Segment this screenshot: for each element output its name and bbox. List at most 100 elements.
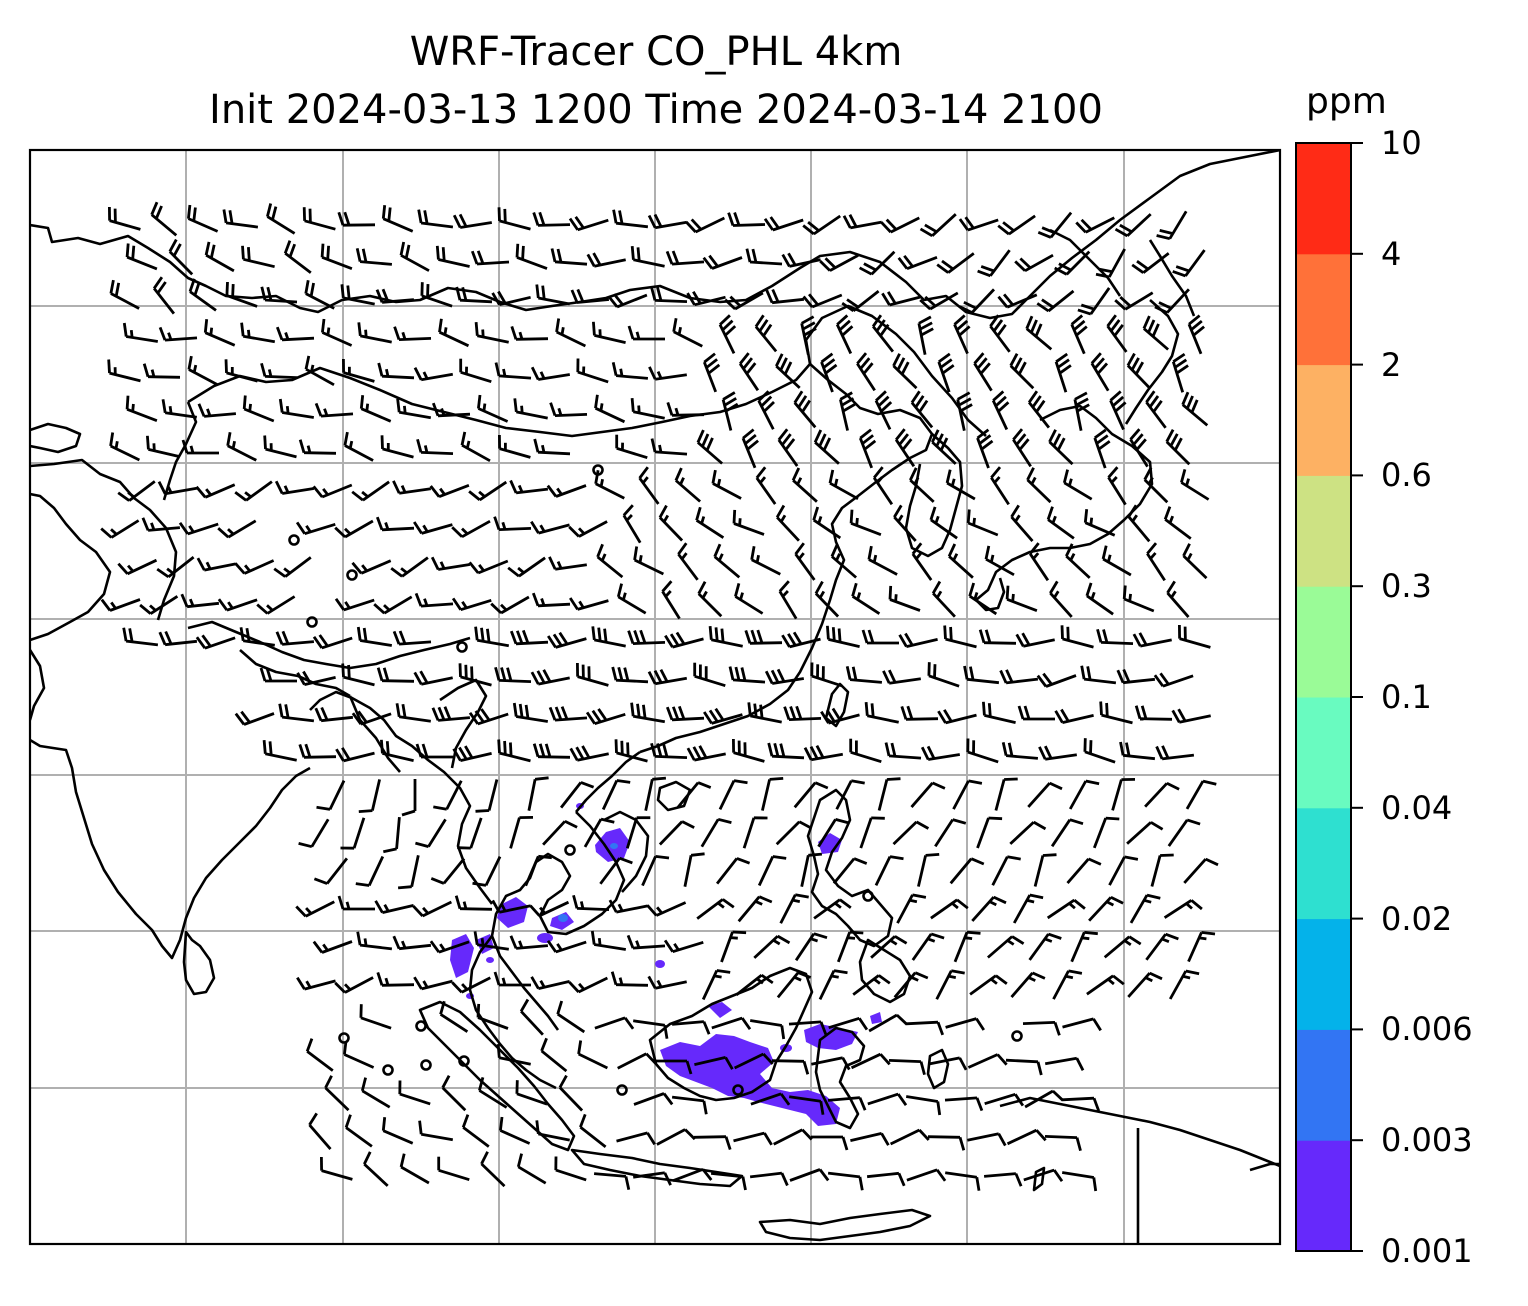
wind-barb [1145,390,1167,429]
wind-barb [695,506,725,539]
wind-barb [776,971,812,999]
colorbar-segment [1296,697,1351,809]
wind-barb [1126,352,1152,390]
wind-barb [278,703,315,723]
colorbar-frame [1295,142,1352,1252]
wind-barb [109,432,141,462]
wind-barb [1052,969,1083,1000]
wind-barb [1114,213,1152,238]
wind-barb [381,1117,414,1145]
wind-barb [100,519,140,539]
wind-barb [576,662,609,687]
wind-barb [617,1052,657,1070]
wind-barb [956,391,973,431]
wind-barb [351,480,390,502]
wind-barb [125,243,158,271]
wind-barb [828,1016,869,1031]
wind-barb [818,969,848,1001]
wind-barb [911,542,933,581]
wind-barb [435,245,470,268]
wind-barb [648,366,687,381]
wind-barb [608,899,648,914]
wind-barb [302,207,336,231]
wind-barb [142,363,181,379]
wind-barb [1006,1128,1047,1146]
wind-barb [476,1003,509,1030]
wind-barb [1166,580,1190,619]
wind-barb [308,1112,332,1151]
wind-barb [591,626,626,648]
wind-barb [842,214,882,230]
wind-barb [677,542,699,581]
wind-barb [749,1171,789,1187]
colorbar-segment [1296,364,1351,476]
wind-barb [814,580,840,618]
wind-barb [867,545,898,576]
wind-barb [497,739,531,763]
wind-barb [540,1037,568,1073]
wind-barb [377,362,415,380]
wind-barb [334,597,375,612]
wind-barb [459,358,492,384]
wind-barb [827,1171,864,1191]
wind-barb [884,742,922,760]
wind-barb [811,1135,849,1151]
wind-barb [867,1092,908,1107]
wind-barb [1153,672,1194,688]
wind-barb [1023,1168,1064,1183]
wind-barb [982,701,1016,724]
wind-barb [611,666,649,684]
wind-barb [122,322,159,343]
wind-barb [491,290,531,307]
wind-barb [161,399,197,419]
wind-barb [1101,545,1132,577]
wind-barb [1046,898,1086,920]
wind-barb [392,630,432,646]
wind-barb [515,1080,548,1106]
wind-barb [702,352,721,393]
wind-barb [755,466,777,505]
wind-barb [1010,504,1034,543]
wind-barb [997,214,1036,236]
wind-barb [794,932,828,962]
wind-barb [418,1120,454,1142]
wind-barb [546,484,587,498]
wind-barb [548,556,587,571]
wind-barb [195,634,236,650]
wind-barb [519,998,544,1036]
wind-barb [1050,818,1084,848]
wind-barb [945,1017,985,1031]
wind-barb [945,469,976,501]
wind-barb [157,481,198,496]
wind-barb [392,935,432,951]
colorbar-tick-label: 2 [1381,345,1402,384]
wind-barb [197,403,237,418]
wind-barb [627,629,666,645]
wind-barb [1015,632,1055,648]
wind-barb [530,520,570,535]
wind-barb [976,428,994,469]
wind-barb [273,556,312,578]
wind-barb [986,935,1025,959]
wind-barb [1062,1017,1102,1032]
wind-barb [1009,820,1047,845]
wind-barb [991,855,1021,886]
wind-barb [702,254,743,270]
wind-barb [1066,857,1102,885]
wind-barb [858,250,896,276]
wind-barb [1065,543,1091,579]
wind-barb [802,214,841,236]
wind-barb [1024,1089,1064,1109]
wind-barb [535,1120,570,1142]
wind-barb [1012,893,1044,924]
wind-barb [262,739,297,762]
wind-barb [944,1096,984,1112]
wind-barb [615,434,648,460]
colorbar-segment [1296,586,1351,698]
wind-barb [897,254,938,271]
colorbar-tick-label: 4 [1381,234,1402,273]
wind-barb [181,439,219,455]
wind-barb [1145,932,1179,961]
wind-barb [710,1171,747,1191]
colorbar-segment [1296,1140,1351,1252]
